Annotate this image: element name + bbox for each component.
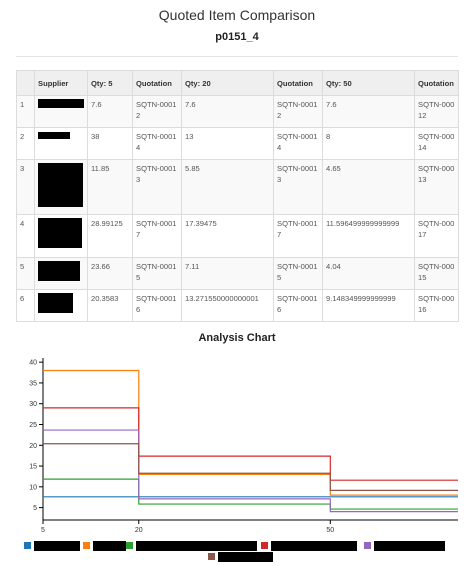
redacted-supplier [38, 293, 73, 313]
column-header-quotation: Quotation [273, 70, 323, 96]
legend-item[interactable] [261, 541, 358, 551]
supplier-cell [34, 257, 88, 290]
legend-swatch [261, 542, 268, 549]
y-tick-label: 15 [29, 464, 37, 471]
quotation-cell: SQTN-00014 [273, 127, 323, 160]
price-cell: 38 [87, 127, 133, 160]
page-title: Quoted Item Comparison [158, 7, 316, 23]
redacted-legend-label [34, 541, 80, 551]
y-tick-label: 35 [29, 380, 37, 387]
table-row: 6 20.3583 SQTN-00016 13.271550000000001 … [16, 289, 459, 322]
price-cell: 4.65 [322, 159, 415, 215]
price-cell: 23.66 [87, 257, 133, 290]
redacted-legend-label [374, 541, 445, 551]
price-cell: 8 [322, 127, 415, 160]
column-header-qty-5: Qty: 5 [87, 70, 133, 96]
redacted-supplier [38, 132, 70, 139]
legend-item[interactable] [24, 541, 80, 551]
redacted-supplier [38, 99, 84, 108]
table-row: 5 23.66 SQTN-00015 7.11 SQTN-00015 4.04 … [16, 257, 459, 290]
column-header-supplier: Supplier [34, 70, 88, 96]
table-row: 2 38 SQTN-00014 13 SQTN-00014 8 SQTN-000… [16, 127, 459, 160]
series-line [43, 443, 458, 491]
quotation-cell: SQTN-00012 [273, 95, 323, 128]
quotation-cell: SQTN-00016 [414, 289, 459, 322]
supplier-cell [34, 127, 88, 160]
price-cell: 11.596499999999999 [322, 214, 415, 258]
y-tick-label: 10 [29, 484, 37, 491]
legend-swatch [208, 553, 215, 560]
y-tick-label: 30 [29, 401, 37, 408]
legend-swatch [24, 542, 31, 549]
price-cell: 5.85 [181, 159, 274, 215]
price-cell: 7.11 [181, 257, 274, 290]
series-line [43, 369, 458, 496]
divider [16, 56, 458, 57]
y-tick-label: 40 [29, 360, 37, 367]
page-subtitle: p0151_4 [215, 31, 259, 43]
quotation-cell: SQTN-00014 [132, 127, 182, 160]
redacted-legend-label [93, 541, 126, 551]
x-tick-label: 5 [41, 527, 45, 534]
legend-swatch [83, 542, 90, 549]
column-header-index [16, 70, 35, 96]
table-row: 1 7.6 SQTN-00012 7.6 SQTN-00012 7.6 SQTN… [16, 95, 459, 128]
quotation-cell: SQTN-00013 [132, 159, 182, 215]
y-tick-label: 25 [29, 422, 37, 429]
quotation-cell: SQTN-00015 [132, 257, 182, 290]
quotation-cell: SQTN-00012 [414, 95, 459, 128]
price-cell: 13.271550000000001 [181, 289, 274, 322]
quotation-cell: SQTN-00016 [132, 289, 182, 322]
redacted-legend-label [218, 552, 273, 562]
y-tick-label: 20 [29, 443, 37, 450]
redacted-supplier [38, 261, 80, 281]
quotation-cell: SQTN-00017 [132, 214, 182, 258]
price-cell: 20.3583 [87, 289, 133, 322]
column-header-qty-20: Qty: 20 [181, 70, 274, 96]
comparison-table: Supplier Qty: 5 Quotation Qty: 20 Quotat… [16, 70, 459, 322]
price-cell: 7.6 [87, 95, 133, 128]
row-index: 5 [16, 257, 35, 290]
redacted-legend-label [136, 541, 257, 551]
price-cell: 9.148349999999999 [322, 289, 415, 322]
x-tick-label: 50 [326, 527, 334, 534]
legend-item[interactable] [208, 552, 273, 562]
quotation-cell: SQTN-00012 [132, 95, 182, 128]
legend-swatch [126, 542, 133, 549]
table-header-row: Supplier Qty: 5 Quotation Qty: 20 Quotat… [16, 70, 459, 96]
redacted-legend-label [271, 541, 357, 551]
y-tick-label: 5 [33, 505, 37, 512]
quotation-cell: SQTN-00017 [414, 214, 459, 258]
supplier-cell [34, 214, 88, 258]
column-header-quotation: Quotation [132, 70, 182, 96]
price-cell: 4.04 [322, 257, 415, 290]
x-tick-label: 20 [135, 527, 143, 534]
legend-item[interactable] [364, 541, 446, 551]
table-row: 4 28.99125 SQTN-00017 17.39475 SQTN-0001… [16, 214, 459, 258]
quotation-cell: SQTN-00015 [273, 257, 323, 290]
series-line [43, 407, 458, 481]
legend-item[interactable] [126, 541, 259, 551]
quotation-cell: SQTN-00013 [273, 159, 323, 215]
redacted-supplier [38, 218, 82, 248]
price-cell: 7.6 [181, 95, 274, 128]
supplier-cell [34, 159, 88, 215]
price-cell: 7.6 [322, 95, 415, 128]
legend-item[interactable] [83, 541, 127, 551]
series-line [43, 478, 458, 510]
quotation-cell: SQTN-00015 [414, 257, 459, 290]
column-header-quotation: Quotation [414, 70, 459, 96]
chart-title: Analysis Chart [198, 332, 276, 344]
legend-swatch [364, 542, 371, 549]
supplier-cell [34, 95, 88, 128]
series-line [43, 429, 458, 513]
redacted-supplier [38, 163, 83, 207]
